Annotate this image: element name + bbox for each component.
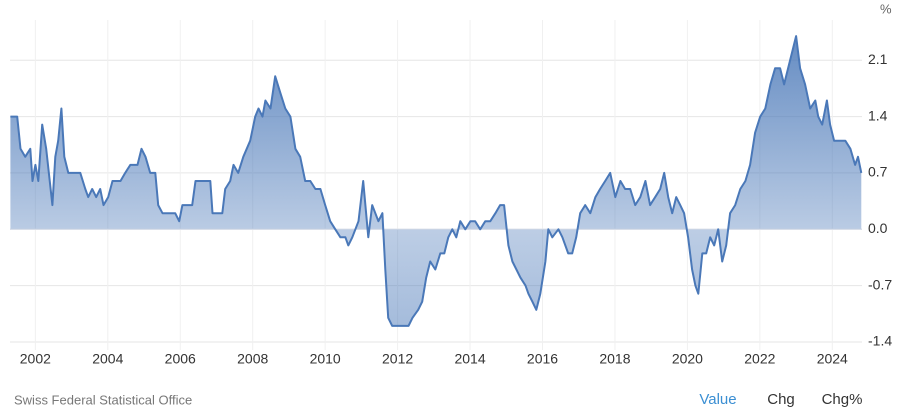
- y-tick-label: 2.1: [868, 51, 888, 67]
- x-tick-label: 2006: [165, 351, 196, 367]
- area-negative: [335, 229, 729, 326]
- x-tick-label: 2018: [599, 351, 630, 367]
- x-tick-label: 2010: [310, 351, 341, 367]
- x-tick-label: 2008: [237, 351, 268, 367]
- area-positive: [10, 36, 862, 230]
- y-tick-label: -1.4: [868, 333, 892, 349]
- y-unit: %: [880, 1, 892, 16]
- x-tick-label: 2016: [527, 351, 558, 367]
- control-button[interactable]: Value: [699, 391, 736, 408]
- x-tick-label: 2014: [454, 351, 485, 367]
- x-tick-label: 2012: [382, 351, 413, 367]
- x-tick-label: 2004: [92, 351, 123, 367]
- control-button[interactable]: Chg%: [822, 391, 863, 408]
- x-tick-label: 2020: [672, 351, 703, 367]
- y-tick-label: 0.7: [868, 164, 888, 180]
- series-line: [10, 35, 863, 327]
- control-button[interactable]: Chg: [767, 391, 795, 408]
- source: Swiss Federal Statistical Office: [14, 392, 192, 407]
- x-tick-label: 2002: [20, 351, 51, 367]
- y-tick-label: 0.0: [868, 220, 888, 236]
- x-tick-label: 2024: [817, 351, 848, 367]
- y-tick-label: -0.7: [868, 276, 892, 292]
- y-tick-label: 1.4: [868, 107, 888, 123]
- x-tick-label: 2022: [744, 351, 775, 367]
